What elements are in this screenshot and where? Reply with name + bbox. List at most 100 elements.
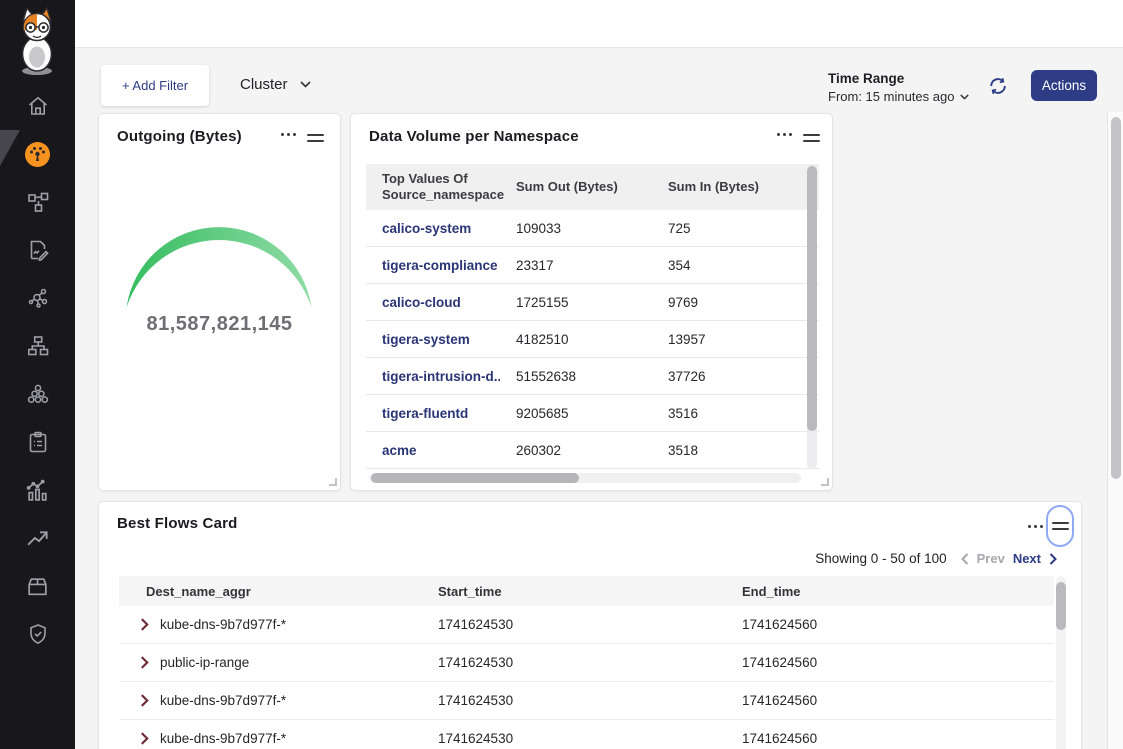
- card-resize-handle[interactable]: [329, 478, 337, 486]
- card-menu-button[interactable]: [1024, 521, 1047, 532]
- gauge-arc: [126, 227, 312, 308]
- table-row: tigera-system 4182510 13957: [366, 321, 819, 358]
- topology-icon: [27, 192, 48, 212]
- table-row: public-ip-range 1741624530 1741624560: [119, 644, 1054, 682]
- sum-out-value: 260302: [516, 442, 562, 458]
- actions-button[interactable]: Actions: [1031, 70, 1097, 101]
- sidebar-item-network[interactable]: [0, 274, 75, 322]
- sidebar-item-statistics[interactable]: [0, 466, 75, 514]
- expand-row-icon[interactable]: [139, 694, 150, 707]
- sidebar-item-trends[interactable]: [0, 514, 75, 562]
- table-header-row: Dest_name_aggr Start_time End_time: [119, 576, 1054, 606]
- time-range-value: From: 15 minutes ago: [828, 89, 955, 104]
- horizontal-scrollbar[interactable]: [369, 473, 801, 483]
- dest-name: kube-dns-9b7d977f-*: [160, 617, 287, 632]
- table-row: tigera-intrusion-d... 51552638 37726: [366, 358, 819, 395]
- end-time: 1741624560: [742, 731, 818, 746]
- cluster-circles-icon: [27, 384, 48, 403]
- namespace-link[interactable]: tigera-system: [382, 331, 470, 347]
- card-title: Data Volume per Namespace: [369, 128, 579, 145]
- namespace-link[interactable]: acme: [382, 442, 417, 458]
- card-drag-handle[interactable]: [303, 130, 328, 146]
- refresh-icon: [990, 77, 1006, 95]
- card-title: Outgoing (Bytes): [117, 128, 242, 145]
- next-page-button[interactable]: Next: [1012, 551, 1041, 566]
- table-row: kube-dns-9b7d977f-* 1741624530 174162456…: [119, 720, 1054, 749]
- package-box-icon: [28, 577, 47, 595]
- cluster-filter-dropdown[interactable]: Cluster: [240, 76, 311, 93]
- card-menu-button[interactable]: [773, 129, 796, 140]
- prev-page-button[interactable]: Prev: [976, 551, 1005, 566]
- sum-in-value: 13957: [668, 331, 706, 347]
- column-header: Sum In (Bytes): [668, 178, 760, 194]
- sum-out-value: 23317: [516, 257, 554, 273]
- shield-check-icon: [29, 624, 46, 645]
- refresh-button[interactable]: [987, 75, 1009, 97]
- top-header: [75, 0, 1123, 48]
- page-scrollbar[interactable]: [1107, 112, 1123, 749]
- graph-nodes-icon: [28, 288, 47, 308]
- sum-in-value: 37726: [668, 368, 706, 384]
- table-row: acme 260302 3518: [366, 432, 819, 469]
- sum-out-value: 1725155: [516, 294, 569, 310]
- best-flows-card: Best Flows Card Showing 0 - 50 of 100 Pr…: [98, 501, 1082, 749]
- outgoing-bytes-card: Outgoing (Bytes) 81,587,821,145: [98, 113, 341, 491]
- data-volume-card: Data Volume per Namespace Top Values Of …: [350, 113, 833, 491]
- expand-row-icon[interactable]: [139, 656, 150, 669]
- namespace-link[interactable]: tigera-intrusion-d...: [382, 368, 500, 384]
- card-menu-button[interactable]: [277, 129, 300, 140]
- namespace-table: Top Values Of Source_namespace Sum Out (…: [366, 164, 819, 469]
- sidebar-item-security[interactable]: [0, 610, 75, 658]
- card-drag-handle[interactable]: [799, 130, 824, 146]
- vertical-scrollbar[interactable]: [807, 164, 817, 469]
- report-edit-icon: [30, 240, 49, 261]
- calico-cat-logo[interactable]: [14, 5, 60, 82]
- calico-cat-logo-image: [21, 6, 53, 75]
- sidebar-item-home[interactable]: [0, 82, 75, 130]
- expand-row-icon[interactable]: [139, 618, 150, 631]
- table-row: tigera-fluentd 9205685 3516: [366, 395, 819, 432]
- sidebar-item-service-graph[interactable]: [0, 178, 75, 226]
- sidebar-item-clusters[interactable]: [0, 370, 75, 418]
- namespace-link[interactable]: calico-cloud: [382, 294, 461, 310]
- namespace-link[interactable]: tigera-compliance: [382, 257, 498, 273]
- scrollbar-thumb[interactable]: [1111, 117, 1121, 479]
- card-resize-handle[interactable]: [821, 478, 829, 486]
- sidebar-item-compliance[interactable]: [0, 418, 75, 466]
- sidebar: [0, 0, 75, 749]
- table-row: kube-dns-9b7d977f-* 1741624530 174162456…: [119, 682, 1054, 720]
- sum-in-value: 3516: [668, 405, 699, 421]
- home-icon: [28, 96, 47, 115]
- sidebar-item-dashboards[interactable]: [0, 130, 75, 178]
- sum-in-value: 3518: [668, 442, 699, 458]
- chevron-right-icon[interactable]: [1049, 552, 1057, 565]
- scrollbar-thumb[interactable]: [1056, 582, 1066, 630]
- table-row: calico-system 109033 725: [366, 210, 819, 247]
- end-time: 1741624560: [742, 693, 818, 708]
- end-time: 1741624560: [742, 655, 818, 670]
- sidebar-item-policy-report[interactable]: [0, 226, 75, 274]
- table-row: calico-cloud 1725155 9769: [366, 284, 819, 321]
- time-range-selector[interactable]: From: 15 minutes ago: [828, 89, 970, 104]
- namespace-link[interactable]: tigera-fluentd: [382, 405, 469, 421]
- sidebar-item-workloads[interactable]: [0, 562, 75, 610]
- table-row: tigera-compliance 23317 354: [366, 247, 819, 284]
- sum-in-value: 354: [668, 257, 691, 273]
- chevron-down-icon: [299, 81, 311, 88]
- vertical-scrollbar[interactable]: [1056, 576, 1066, 749]
- start-time: 1741624530: [438, 655, 514, 670]
- start-time: 1741624530: [438, 693, 514, 708]
- namespace-link[interactable]: calico-system: [382, 220, 472, 236]
- dest-name: kube-dns-9b7d977f-*: [160, 693, 287, 708]
- chevron-left-icon[interactable]: [960, 552, 969, 565]
- sidebar-item-hierarchy[interactable]: [0, 322, 75, 370]
- column-header: Dest_name_aggr: [146, 583, 251, 599]
- gauge-value: 81,587,821,145: [146, 313, 293, 335]
- scrollbar-thumb[interactable]: [807, 166, 817, 431]
- dest-name: kube-dns-9b7d977f-*: [160, 731, 287, 746]
- scrollbar-thumb[interactable]: [371, 473, 579, 483]
- card-drag-handle-focused[interactable]: [1046, 505, 1074, 547]
- expand-row-icon[interactable]: [139, 732, 150, 745]
- add-filter-button[interactable]: + Add Filter: [101, 65, 209, 106]
